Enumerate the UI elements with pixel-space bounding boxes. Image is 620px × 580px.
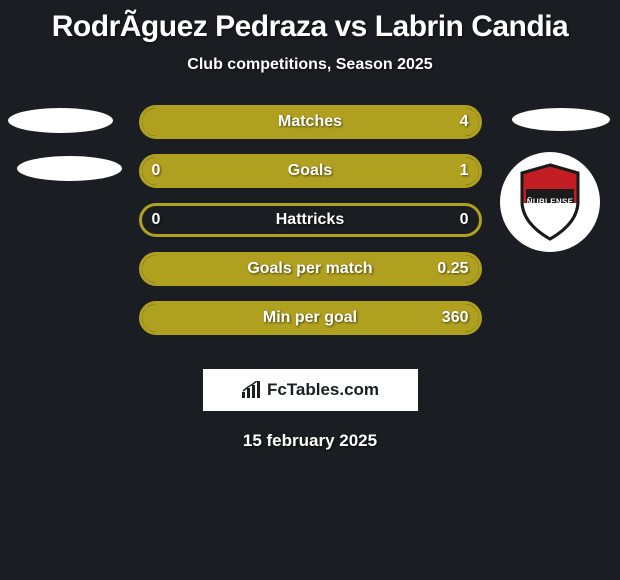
stat-row: Goals per match 0.25 xyxy=(10,251,610,287)
stat-bar-min-per-goal: Min per goal 360 xyxy=(139,301,482,335)
team-logo-circle: ÑUBLENSE xyxy=(500,152,600,252)
footer-date: 15 february 2025 xyxy=(243,431,377,451)
stat-value-left: 0 xyxy=(152,211,161,229)
stat-value-right: 1 xyxy=(460,162,469,180)
team-badge: ÑUBLENSE xyxy=(516,163,584,241)
stat-label: Matches xyxy=(278,113,342,131)
stat-label: Goals xyxy=(288,162,332,180)
stats-area: ÑUBLENSE Matches 4 0 Goals 1 0 Hattricks xyxy=(0,104,620,349)
stat-bar-goals-per-match: Goals per match 0.25 xyxy=(139,252,482,286)
brand-text: FcTables.com xyxy=(267,380,379,400)
stat-value-right: 360 xyxy=(442,309,469,327)
stat-value-right: 0 xyxy=(460,211,469,229)
player-right-ellipse xyxy=(512,108,610,131)
stat-bar-hattricks: 0 Hattricks 0 xyxy=(139,203,482,237)
stat-value-right: 4 xyxy=(460,113,469,131)
chart-icon xyxy=(241,381,261,399)
subtitle: Club competitions, Season 2025 xyxy=(187,56,432,74)
page-title: RodrÃ­guez Pedraza vs Labrin Candia xyxy=(32,10,588,44)
stat-bar-matches: Matches 4 xyxy=(139,105,482,139)
stat-value-left: 0 xyxy=(152,162,161,180)
comparison-card: RodrÃ­guez Pedraza vs Labrin Candia Club… xyxy=(0,0,620,461)
stat-label: Hattricks xyxy=(276,211,344,229)
stat-row: Min per goal 360 xyxy=(10,300,610,336)
player-left-ellipse-1 xyxy=(8,108,113,133)
stat-label: Goals per match xyxy=(247,260,372,278)
player-left-ellipse-2 xyxy=(17,156,122,181)
stat-value-right: 0.25 xyxy=(437,260,468,278)
brand-badge[interactable]: FcTables.com xyxy=(203,369,418,411)
team-badge-name: ÑUBLENSE xyxy=(527,198,573,207)
stat-label: Min per goal xyxy=(263,309,357,327)
stat-bar-goals: 0 Goals 1 xyxy=(139,154,482,188)
